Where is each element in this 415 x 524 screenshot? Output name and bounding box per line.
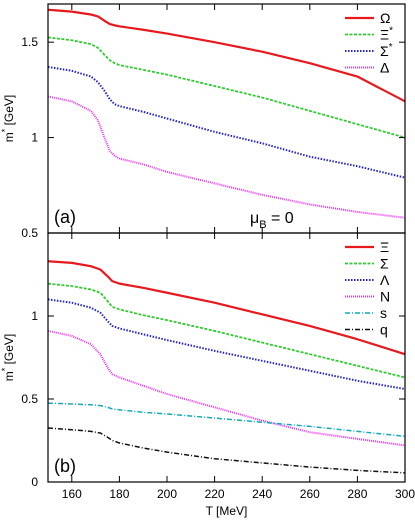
legend-label-name: Ξ [380, 239, 389, 255]
y-tick-label: 0 [31, 475, 38, 489]
legend-label-name: N [380, 289, 390, 305]
y-axis-title-base: m [2, 132, 16, 142]
mu-symbol: μ [250, 210, 259, 227]
x-tick-label: 200 [157, 487, 177, 501]
legend-label-name: s [380, 305, 387, 321]
legend-label: q [380, 322, 388, 338]
legend-label: Ξ [380, 239, 389, 255]
series-line-0-1 [47, 36, 406, 139]
series-line-1-5 [47, 427, 406, 474]
series-line-0-3 [47, 95, 406, 219]
legend-label-sup: * [389, 42, 393, 53]
x-tick-label: 160 [62, 487, 82, 501]
y-axis-title-unit: [GeV] [2, 334, 16, 368]
legend-label-name: Ω [380, 10, 390, 26]
y-tick-label: 1 [31, 131, 38, 145]
series-line-0-0 [47, 8, 406, 103]
panel-label: (b) [54, 456, 76, 476]
legend-label-name: Σ [380, 43, 389, 59]
y-axis-title: m* [GeV] [0, 95, 16, 143]
legend-label: Λ [380, 272, 390, 288]
legend-label-name: Ξ [380, 27, 389, 43]
legend-label: Ω [380, 10, 390, 26]
x-tick-label: 180 [109, 487, 129, 501]
legend-label-sup: * [389, 26, 393, 37]
panel-bottom: 0 0.5 1 160 180 200 220 240 260 280 300 m* [GeV] T [… [0, 232, 415, 518]
y-axis-title-sup: * [0, 367, 10, 371]
y-tick-label: 1 [31, 309, 38, 323]
mu-value: = 0 [267, 210, 294, 227]
y-tick-label: 0.5 [21, 392, 38, 406]
y-axis-title-base: m [2, 371, 16, 381]
panel-label: (a) [54, 207, 76, 227]
y-axis-title-unit: [GeV] [2, 95, 16, 129]
series-line-1-3 [47, 329, 406, 447]
legend-label: Ξ* [380, 26, 393, 43]
x-tick-label: 260 [300, 487, 320, 501]
panel-top: 0.511.5m* [GeV]ΩΞ*Σ*Δ(a) μB = 0 [0, 3, 406, 240]
series-line-1-1 [47, 282, 406, 379]
legend-label: Δ [380, 60, 389, 76]
legend-label: N [380, 289, 390, 305]
legend-label-name: Λ [380, 272, 390, 288]
y-tick-label: 1.5 [21, 35, 38, 49]
y-axis-title-sup: * [0, 128, 10, 132]
mu-b-annotation: μB = 0 [250, 210, 294, 231]
mu-subscript: B [259, 219, 266, 231]
plot-frame [47, 232, 406, 483]
y-axis-title: m* [GeV] [0, 334, 16, 382]
legend-label-name: q [380, 322, 388, 338]
x-tick-label: 300 [395, 487, 415, 501]
x-axis-title: T [MeV] [206, 504, 248, 518]
legend-label: Σ [380, 256, 389, 272]
x-tick-label: 280 [347, 487, 367, 501]
series-line-1-4 [47, 402, 406, 438]
x-tick-label: 220 [205, 487, 225, 501]
series-line-1-0 [47, 260, 406, 356]
legend-label: Σ* [380, 42, 393, 59]
legend-label-name: Σ [380, 256, 389, 272]
series-line-1-2 [47, 298, 406, 391]
legend-label-name: Δ [380, 60, 389, 76]
legend-label: s [380, 305, 387, 321]
y-tick-label: 0.5 [21, 226, 38, 240]
x-tick-label: 240 [252, 487, 272, 501]
